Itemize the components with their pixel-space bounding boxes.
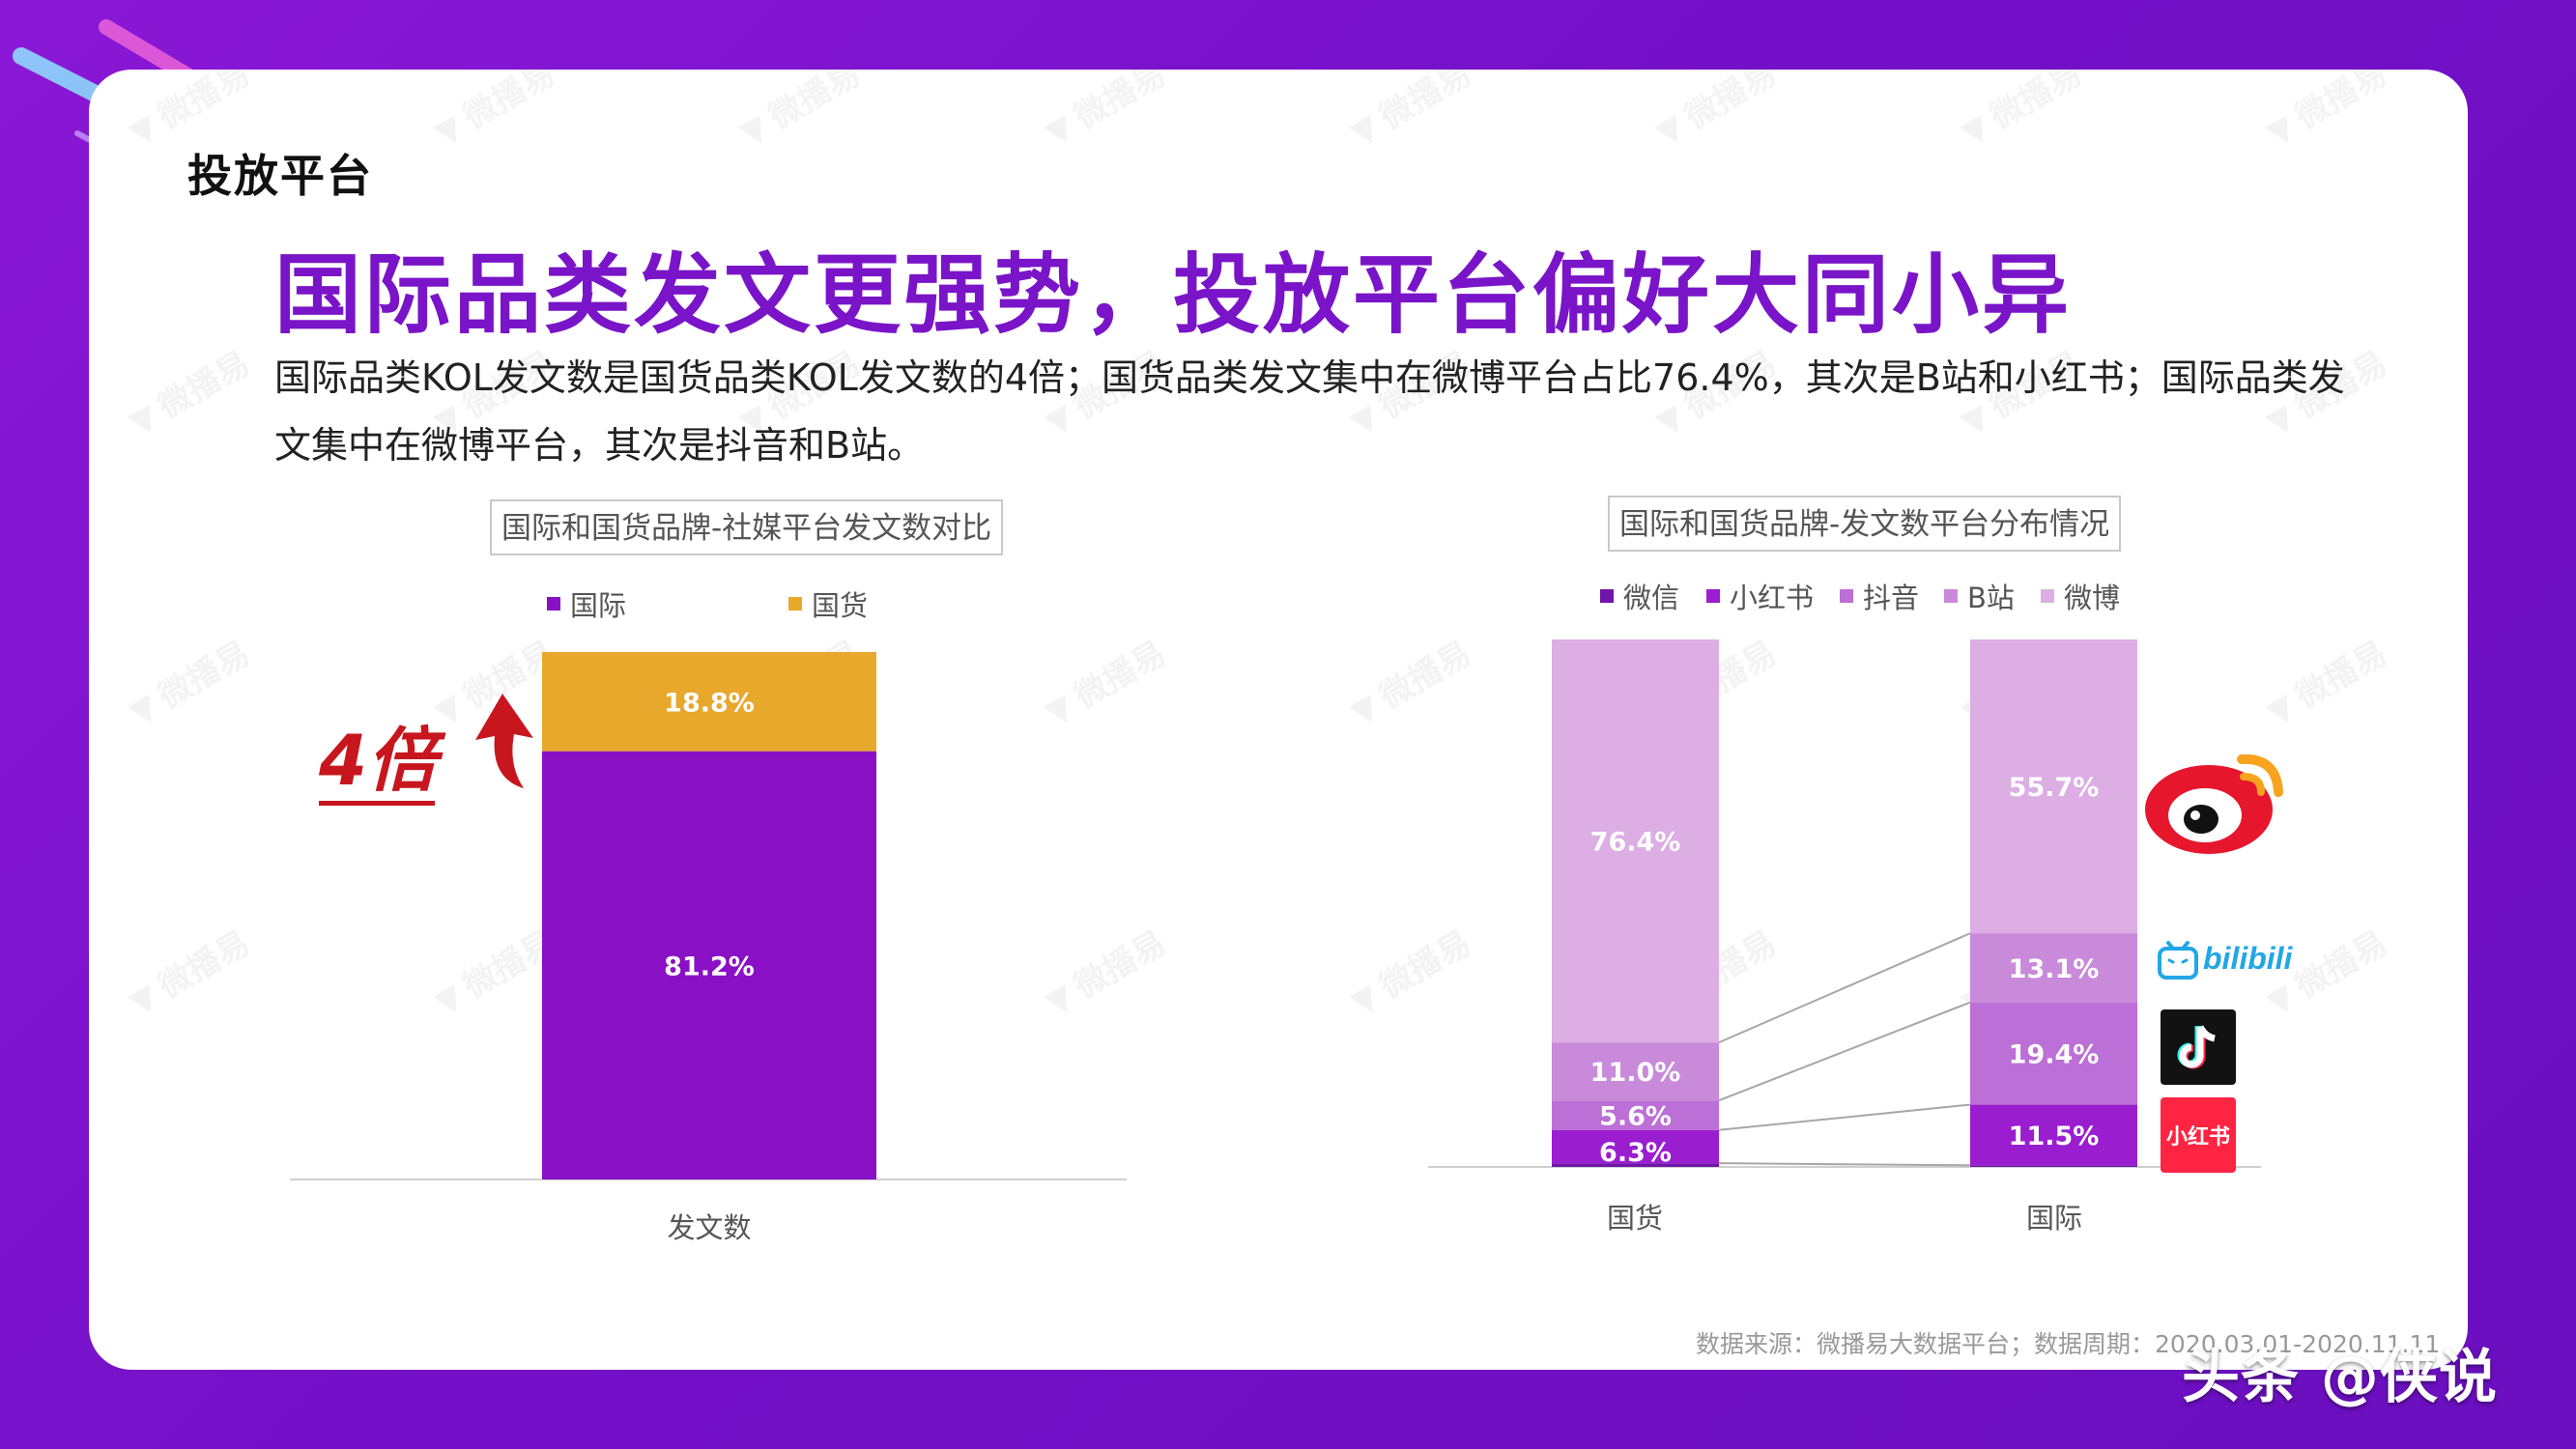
legend-swatch bbox=[788, 597, 802, 611]
connector-line bbox=[1718, 1001, 1971, 1102]
bar-segment-xiaohongshu bbox=[1970, 1104, 2137, 1166]
annotation-underline bbox=[319, 801, 435, 806]
chart-left: 81.2% 18.8% bbox=[290, 652, 1127, 1180]
data-label: 5.6% bbox=[1599, 1101, 1672, 1131]
bar-segment-guohuo bbox=[542, 652, 876, 752]
chart-left-title: 国际和国货品牌-社媒平台发文数对比 bbox=[490, 499, 1004, 555]
chart-right-category-guohuo: 国货 bbox=[1606, 1202, 1664, 1235]
bilibili-logo-icon: bilibili bbox=[2157, 939, 2292, 981]
legend-xiaohongshu: 小红书 bbox=[1706, 576, 1814, 616]
chart-right-title: 国际和国货品牌-发文数平台分布情况 bbox=[1608, 496, 2122, 552]
legend-left-guohuo: 国货 bbox=[788, 583, 868, 624]
legend-swatch bbox=[1944, 589, 1958, 603]
data-label: 55.7% bbox=[2009, 773, 2100, 803]
connector-line bbox=[1718, 1103, 1971, 1131]
bar-segment-xiaohongshu bbox=[1552, 1129, 1719, 1164]
legend-bzhan: B站 bbox=[1944, 576, 2015, 616]
data-label: 11.0% bbox=[1590, 1058, 1681, 1088]
bar-segment-douyin bbox=[1970, 1002, 2137, 1105]
bilibili-logo-text: bilibili bbox=[2203, 941, 2293, 976]
chart-left-category-label: 发文数 bbox=[667, 1211, 752, 1244]
bar-segment-bzhan bbox=[1552, 1042, 1719, 1101]
data-label: 19.4% bbox=[2009, 1040, 2100, 1070]
up-arrow-icon bbox=[475, 694, 533, 788]
legend-weixin: 微信 bbox=[1600, 576, 1679, 616]
chart-right: 6.3% 5.6% 11.0% 76.4% 11.5% 19.4% 13.1% 55.7% bbox=[1428, 639, 2261, 1168]
xiaohongshu-logo-text: 小红书 bbox=[2165, 1125, 2230, 1150]
bar-segment-douyin bbox=[1552, 1100, 1719, 1130]
bar-segment-weibo bbox=[1970, 639, 2137, 934]
annotation-4x: 4倍 bbox=[319, 703, 437, 806]
data-source-note: 数据来源：微播易大数据平台；数据周期：2020.03.01-2020.11.11 bbox=[1696, 1330, 2441, 1358]
chart-right-category-guoji: 国际 bbox=[2025, 1202, 2083, 1235]
credit-watermark: 头条 @侠说 bbox=[2182, 1344, 2498, 1411]
bar-segment-weibo bbox=[1552, 639, 1719, 1043]
legend-swatch bbox=[1706, 589, 1720, 603]
section-tag: 投放平台 bbox=[187, 150, 373, 202]
legend-swatch bbox=[1840, 589, 1853, 603]
bar-segment-weixin bbox=[1552, 1163, 1719, 1167]
legend-swatch bbox=[547, 597, 560, 611]
legend-left-guoji: 国际 bbox=[547, 583, 626, 624]
legend-swatch bbox=[1600, 589, 1614, 603]
legend-swatch bbox=[2041, 589, 2054, 603]
bar-segment-weixin bbox=[1970, 1165, 2137, 1167]
data-label: 76.4% bbox=[1590, 828, 1681, 858]
data-label: 81.2% bbox=[664, 952, 755, 981]
bar-segment-guoji bbox=[542, 751, 876, 1179]
weibo-logo-icon bbox=[2145, 753, 2283, 854]
xiaohongshu-logo-icon: 小红书 bbox=[2161, 1097, 2236, 1173]
legend-douyin: 抖音 bbox=[1840, 576, 1919, 616]
data-label: 6.3% bbox=[1599, 1138, 1672, 1168]
douyin-logo-icon bbox=[2161, 1009, 2236, 1085]
bar-segment-bzhan bbox=[1970, 933, 2137, 1003]
headline: 国际品类发文更强势，投放平台偏好大同小异 bbox=[274, 244, 2072, 346]
description: 国际品类KOL发文数是国货品类KOL发文数的4倍；国货品类发文集中在微博平台占比… bbox=[274, 356, 2345, 467]
data-label: 18.8% bbox=[664, 688, 755, 718]
connector-line bbox=[1718, 1162, 1971, 1167]
data-label: 13.1% bbox=[2009, 954, 2100, 984]
connector-line bbox=[1718, 932, 1971, 1044]
data-label: 11.5% bbox=[2009, 1122, 2100, 1151]
annotation-text: 4倍 bbox=[319, 720, 438, 801]
legend-weibo: 微博 bbox=[2041, 576, 2120, 616]
